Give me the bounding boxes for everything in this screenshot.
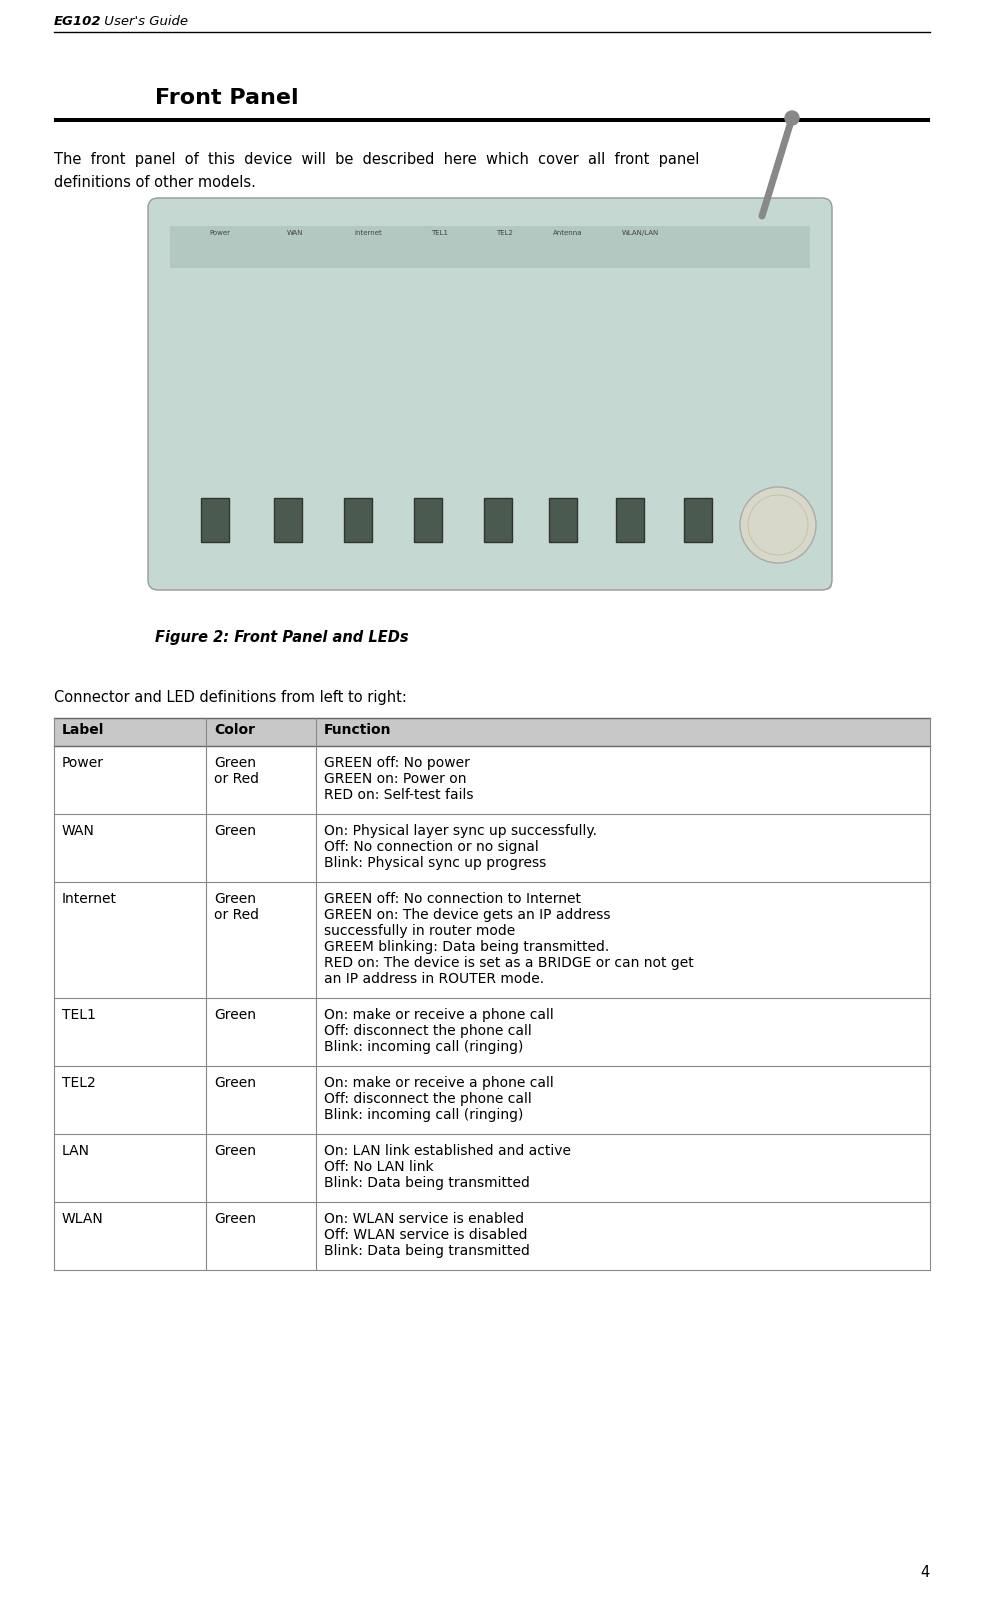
- Text: TEL1: TEL1: [432, 229, 448, 236]
- Text: Off: disconnect the phone call: Off: disconnect the phone call: [324, 1023, 532, 1038]
- Text: On: make or receive a phone call: On: make or receive a phone call: [324, 1007, 553, 1022]
- Text: On: LAN link established and active: On: LAN link established and active: [324, 1144, 571, 1158]
- Bar: [54, 119, 930, 122]
- Text: Green
or Red: Green or Red: [214, 892, 259, 922]
- Text: internet: internet: [354, 229, 382, 236]
- Text: Green: Green: [214, 1076, 256, 1091]
- Text: WLAN: WLAN: [62, 1213, 104, 1225]
- Circle shape: [785, 111, 799, 125]
- Text: GREEN on: Power on: GREEN on: Power on: [324, 772, 467, 786]
- Text: GREEN off: No power: GREEN off: No power: [324, 755, 470, 770]
- Text: Green
or Red: Green or Red: [214, 755, 259, 786]
- Text: GREEN on: The device gets an IP address: GREEN on: The device gets an IP address: [324, 908, 610, 922]
- Bar: [344, 497, 372, 542]
- Text: Green: Green: [214, 1144, 256, 1158]
- Bar: [274, 497, 302, 542]
- Text: TEL2: TEL2: [62, 1076, 96, 1091]
- Text: On: Physical layer sync up successfully.: On: Physical layer sync up successfully.: [324, 824, 597, 837]
- Text: RED on: The device is set as a BRIDGE or can not get: RED on: The device is set as a BRIDGE or…: [324, 956, 694, 970]
- Text: Figure 2: Front Panel and LEDs: Figure 2: Front Panel and LEDs: [155, 630, 409, 645]
- Bar: [484, 497, 512, 542]
- Text: Connector and LED definitions from left to right:: Connector and LED definitions from left …: [54, 690, 407, 706]
- Text: LAN: LAN: [62, 1144, 90, 1158]
- Text: TEL2: TEL2: [496, 229, 513, 236]
- Text: Label: Label: [62, 723, 104, 736]
- Text: Off: No connection or no signal: Off: No connection or no signal: [324, 840, 539, 853]
- Text: definitions of other models.: definitions of other models.: [54, 175, 256, 189]
- Text: Function: Function: [324, 723, 391, 736]
- Text: GREEN off: No connection to Internet: GREEN off: No connection to Internet: [324, 892, 581, 906]
- Text: Blink: Data being transmitted: Blink: Data being transmitted: [324, 1245, 530, 1258]
- Bar: [201, 497, 229, 542]
- Circle shape: [740, 488, 816, 563]
- Bar: [54, 1067, 930, 1134]
- Text: Power: Power: [62, 755, 104, 770]
- Bar: [54, 1134, 930, 1201]
- Text: RED on: Self-test fails: RED on: Self-test fails: [324, 788, 474, 802]
- Text: On: make or receive a phone call: On: make or receive a phone call: [324, 1076, 553, 1091]
- Text: Blink: incoming call (ringing): Blink: incoming call (ringing): [324, 1108, 524, 1123]
- Text: Green: Green: [214, 1007, 256, 1022]
- Bar: [54, 882, 930, 998]
- Bar: [616, 497, 644, 542]
- Text: Blink: incoming call (ringing): Blink: incoming call (ringing): [324, 1039, 524, 1054]
- Text: 4: 4: [921, 1566, 930, 1580]
- Text: The  front  panel  of  this  device  will  be  described  here  which  cover  al: The front panel of this device will be d…: [54, 152, 699, 167]
- FancyBboxPatch shape: [148, 197, 832, 590]
- Text: an IP address in ROUTER mode.: an IP address in ROUTER mode.: [324, 972, 544, 986]
- Bar: [54, 1201, 930, 1270]
- Text: Off: No LAN link: Off: No LAN link: [324, 1160, 434, 1174]
- Text: EG102: EG102: [54, 14, 102, 27]
- Text: On: WLAN service is enabled: On: WLAN service is enabled: [324, 1213, 524, 1225]
- Text: Off: disconnect the phone call: Off: disconnect the phone call: [324, 1092, 532, 1107]
- Text: Internet: Internet: [62, 892, 117, 906]
- Text: User's Guide: User's Guide: [100, 14, 188, 27]
- Text: Green: Green: [214, 1213, 256, 1225]
- Text: Green: Green: [214, 824, 256, 837]
- Text: Power: Power: [210, 229, 231, 236]
- Bar: [170, 226, 810, 268]
- Bar: [54, 746, 930, 813]
- Text: TEL1: TEL1: [62, 1007, 96, 1022]
- Text: Antenna: Antenna: [553, 229, 583, 236]
- Bar: [414, 497, 442, 542]
- Bar: [54, 813, 930, 882]
- Bar: [54, 998, 930, 1067]
- Bar: [54, 719, 930, 746]
- Text: WAN: WAN: [62, 824, 95, 837]
- FancyBboxPatch shape: [156, 205, 832, 590]
- Text: Off: WLAN service is disabled: Off: WLAN service is disabled: [324, 1229, 528, 1241]
- Text: WLAN/LAN: WLAN/LAN: [621, 229, 658, 236]
- Text: Blink: Physical sync up progress: Blink: Physical sync up progress: [324, 857, 546, 869]
- Text: Front Panel: Front Panel: [155, 88, 298, 107]
- Bar: [549, 497, 577, 542]
- Text: Color: Color: [214, 723, 255, 736]
- Bar: [684, 497, 712, 542]
- Text: Blink: Data being transmitted: Blink: Data being transmitted: [324, 1176, 530, 1190]
- Text: successfully in router mode: successfully in router mode: [324, 924, 515, 938]
- Text: WAN: WAN: [286, 229, 303, 236]
- Text: GREEM blinking: Data being transmitted.: GREEM blinking: Data being transmitted.: [324, 940, 609, 954]
